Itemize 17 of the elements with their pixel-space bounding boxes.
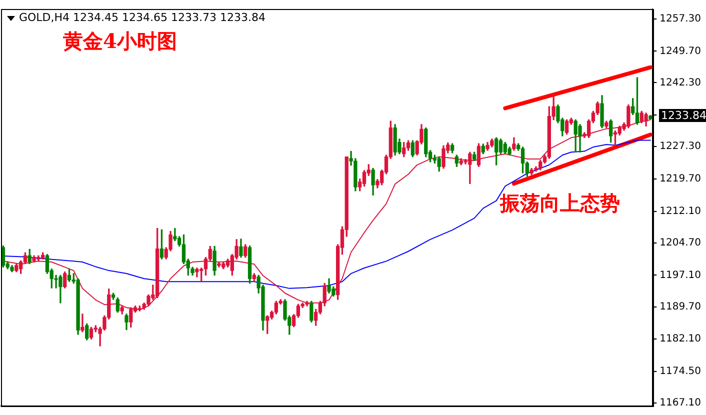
y-tick-label: 1212.10 bbox=[660, 206, 702, 217]
y-tick-label: 1197.10 bbox=[660, 270, 702, 281]
y-tick-label: 1227.30 bbox=[660, 141, 702, 152]
annotation: 黄金4小时图 bbox=[63, 28, 177, 55]
y-tick-label: 1204.70 bbox=[660, 237, 702, 248]
text: 1233.84 bbox=[659, 109, 706, 122]
chart-title: GOLD,H4 1234.45 1234.65 1233.73 1233.84 bbox=[19, 11, 266, 24]
annotation: 振荡向上态势 bbox=[500, 190, 620, 217]
candlestick bbox=[80, 314, 84, 332]
y-tick-label: 1242.30 bbox=[660, 77, 702, 88]
y-tick-label: 1189.70 bbox=[660, 301, 702, 312]
y-tick-label: 1219.70 bbox=[660, 174, 702, 185]
y-tick-label: 1257.30 bbox=[660, 13, 702, 24]
y-tick-label: 1182.10 bbox=[660, 334, 702, 345]
y-tick-label: 1249.70 bbox=[660, 46, 702, 57]
y-tick-label: 1167.10 bbox=[660, 398, 702, 409]
y-tick-label: 1174.50 bbox=[660, 366, 702, 378]
